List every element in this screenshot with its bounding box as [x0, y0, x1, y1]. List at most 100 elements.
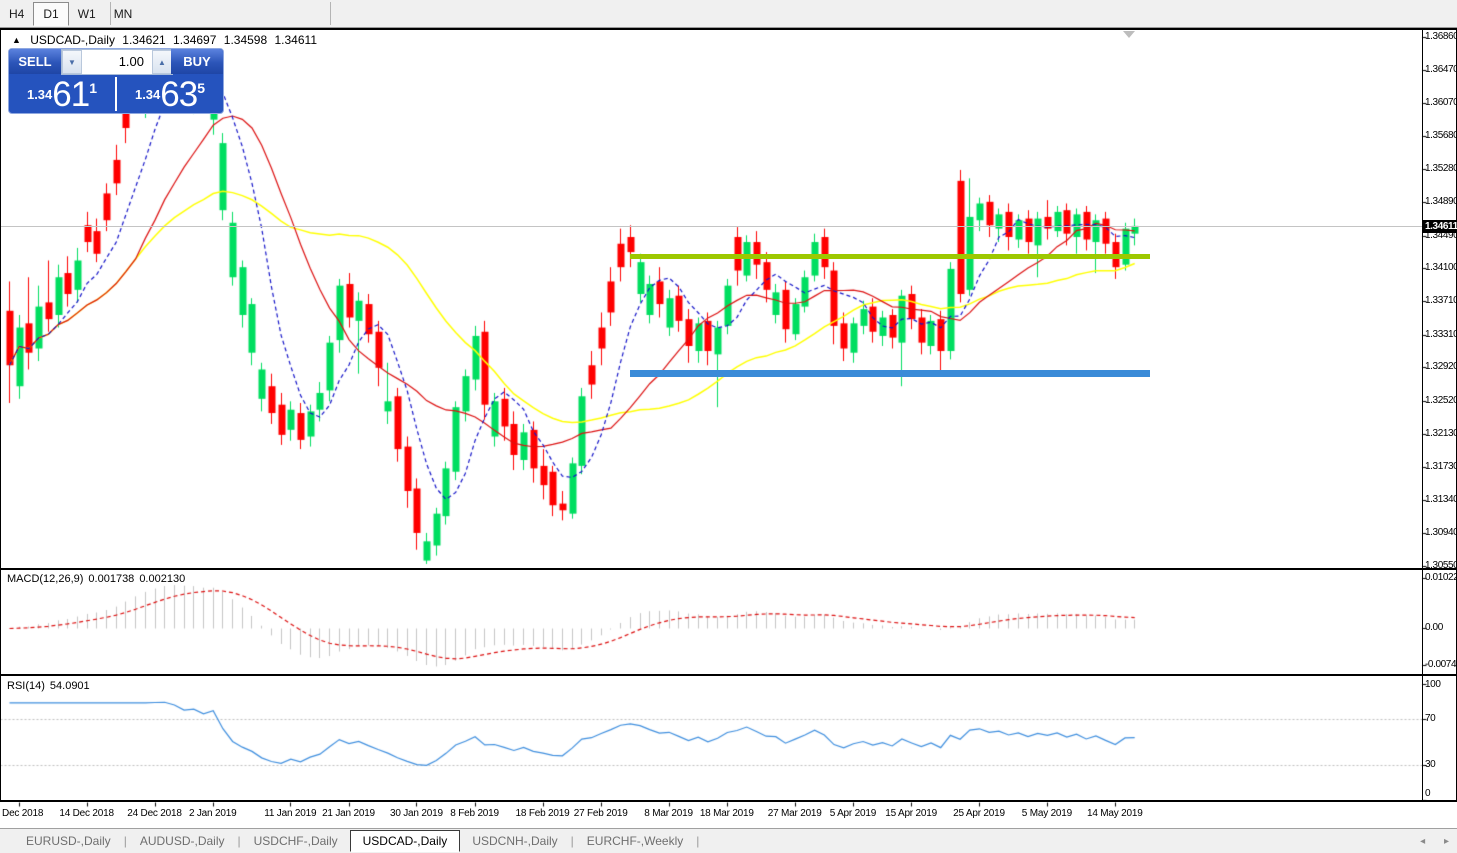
tab-separator: | [237, 834, 241, 848]
price-axis-label: 1.36070 [1425, 97, 1457, 109]
quote-close: 1.34611 [274, 33, 318, 47]
collapse-trade-panel-icon[interactable]: ▲ [12, 35, 21, 45]
date-axis-label: 5 May 2019 [1021, 808, 1073, 819]
timeframe-tab-d1[interactable]: D1 [33, 2, 69, 26]
date-axis-label: 21 Jan 2019 [322, 808, 375, 819]
date-axis-label: 14 Dec 2018 [59, 808, 114, 819]
price-axis-label: 1.35680 [1425, 129, 1457, 141]
symbol-tab-usdcad[interactable]: USDCAD-,Daily [349, 830, 461, 852]
resistance-line[interactable] [629, 254, 1150, 260]
symbol-tab-eurusd[interactable]: EURUSD-,Daily [26, 834, 111, 848]
sell-price-display[interactable]: 1.34611 [9, 75, 115, 114]
price-axis-separator [1422, 30, 1423, 802]
price-axis-label: 1.31340 [1425, 493, 1457, 505]
rsi-pane-separator[interactable] [0, 674, 1457, 676]
macd-axis-label: 0.00 [1425, 622, 1443, 633]
symbol-tab-bar: EURUSD-,Daily | AUDUSD-,Daily | USDCHF-,Dail… [0, 828, 1457, 853]
chart-title: ▲ USDCAD-,Daily 1.34621 1.34697 1.34598 … [12, 33, 321, 47]
chart-shift-icon[interactable] [1123, 31, 1136, 38]
sell-price-pip: 1 [89, 80, 98, 96]
price-axis-label: 1.36860 [1425, 31, 1457, 42]
quote-open: 1.34621 [122, 33, 166, 47]
rsi-label-row: RSI(14) 54.0901 [7, 680, 95, 692]
toolbar-separator [110, 2, 111, 25]
symbol-tab-usdcnh[interactable]: USDCNH-,Daily [472, 834, 558, 848]
price-axis-label: 1.33710 [1425, 295, 1457, 307]
price-axis-label: 1.34890 [1425, 196, 1457, 208]
rsi-axis-label: 30 [1425, 759, 1436, 771]
current-price-tag: 1.34611 [1423, 219, 1457, 233]
chart-top-border [0, 28, 1457, 30]
date-axis-label: 8 Feb 2019 [450, 808, 499, 819]
date-axis-label: 30 Jan 2019 [389, 808, 443, 819]
tab-scroll-right-icon[interactable]: ▸ [1443, 836, 1449, 847]
toolbar-separator [330, 2, 331, 25]
date-axis-label: 18 Mar 2019 [699, 808, 754, 819]
sell-button[interactable]: SELL [9, 49, 61, 74]
date-axis-label: 25 Apr 2019 [953, 808, 1005, 819]
price-axis-label: 1.30550 [1425, 559, 1457, 571]
tab-separator: | [570, 834, 574, 848]
buy-price-prefix: 1.34 [134, 87, 161, 102]
date-axis-label: 15 Apr 2019 [885, 808, 937, 819]
buy-price-display[interactable]: 1.34635 [117, 75, 223, 114]
date-axis-label: 14 May 2019 [1086, 808, 1143, 819]
symbol-tab-usdchf[interactable]: USDCHF-,Daily [253, 834, 338, 848]
price-axis-label: 1.32920 [1425, 361, 1457, 373]
volume-box: ▼ 1.00 ▲ [61, 49, 173, 75]
sell-price-prefix: 1.34 [26, 87, 53, 102]
date-axis-label: 2 Jan 2019 [188, 808, 237, 819]
macd-main-value: 0.001738 [88, 573, 135, 585]
tab-scroll-left-icon[interactable]: ◂ [1420, 836, 1426, 847]
date-axis-label: 18 Feb 2019 [515, 808, 570, 819]
price-axis-label: 1.32130 [1425, 427, 1457, 439]
buy-button[interactable]: BUY [171, 49, 223, 74]
price-axis-label: 1.32520 [1425, 394, 1457, 406]
date-axis-label: 5 Apr 2019 [829, 808, 877, 819]
volume-decrement-button[interactable]: ▼ [62, 50, 82, 74]
volume-input[interactable]: 1.00 [118, 54, 144, 69]
price-axis-label: 1.35280 [1425, 163, 1457, 175]
rsi-name-label: RSI(14) [7, 680, 45, 692]
macd-axis-label: -0.00747 [1425, 659, 1457, 670]
date-axis-label: 27 Mar 2019 [767, 808, 822, 819]
date-axis-label: 8 Mar 2019 [644, 808, 693, 819]
quote-high: 1.34697 [173, 33, 217, 47]
date-axis-label: 24 Dec 2018 [127, 808, 182, 819]
macd-pane-separator[interactable] [0, 568, 1457, 570]
price-axis-label: 1.33310 [1425, 328, 1457, 340]
timeframe-tab-mn[interactable]: MN [113, 7, 133, 21]
support-line[interactable] [629, 369, 1150, 377]
price-axis-label: 1.36470 [1425, 63, 1457, 75]
timeframe-toolbar: H4 D1 W1 MN [0, 0, 1457, 28]
rsi-axis-label: 100 [1425, 679, 1441, 690]
quote-low: 1.34598 [223, 33, 268, 47]
symbol-tab-eurchf[interactable]: EURCHF-,Weekly [586, 834, 684, 848]
price-divider [115, 77, 117, 111]
one-click-trade-panel: SELL ▼ 1.00 ▲ BUY 1.34611 1.34635 [8, 48, 224, 114]
volume-increment-button[interactable]: ▲ [152, 50, 172, 74]
date-axis-separator [0, 800, 1457, 802]
rsi-axis-label: 70 [1425, 712, 1436, 724]
tab-separator: | [696, 834, 700, 848]
price-axis-label: 1.31730 [1425, 461, 1457, 473]
price-axis-label: 1.34100 [1425, 262, 1457, 274]
date-axis-label: 11 Jan 2019 [264, 808, 317, 819]
sell-price-big: 61 [52, 75, 90, 114]
tab-separator: | [123, 834, 127, 848]
symbol-tab-audusd[interactable]: AUDUSD-,Daily [139, 834, 225, 848]
timeframe-tab-w1[interactable]: W1 [77, 7, 96, 21]
macd-label-row: MACD(12,26,9) 0.001738 0.002130 [7, 573, 190, 585]
macd-axis-label: 0.010229 [1425, 572, 1457, 583]
chart-symbol-label: USDCAD-,Daily [30, 33, 115, 47]
buy-price-pip: 5 [197, 80, 206, 96]
price-axis-label: 1.30940 [1425, 527, 1457, 539]
macd-signal-value: 0.002130 [139, 573, 186, 585]
chart-left-border [0, 28, 1, 802]
date-axis-label: 5 Dec 2018 [0, 808, 44, 819]
rsi-value: 54.0901 [49, 680, 90, 692]
timeframe-tab-h4[interactable]: H4 [9, 7, 25, 21]
date-axis-label: 27 Feb 2019 [573, 808, 628, 819]
